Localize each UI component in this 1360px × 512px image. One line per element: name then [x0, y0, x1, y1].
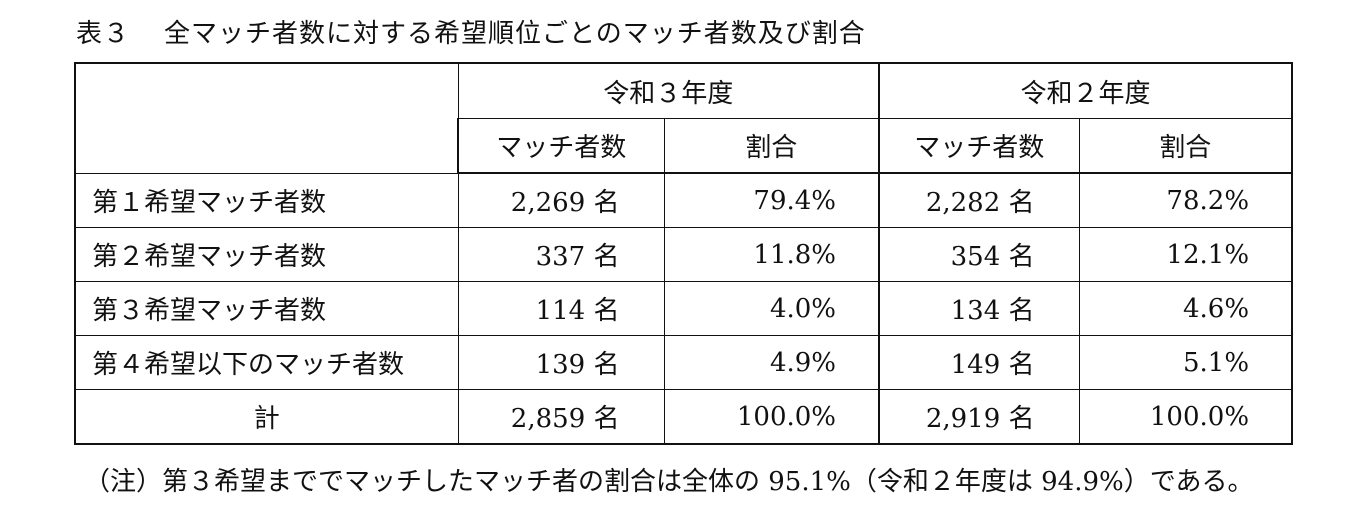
- total-row: 計 2,859 名 100.0% 2,919 名 100.0%: [74, 389, 1294, 445]
- r3-count-cell: 139 名: [457, 335, 665, 390]
- r2-total-count: 2,919 名: [878, 389, 1080, 445]
- header-r3-ratio: 割合: [663, 118, 880, 174]
- r3-count-cell: 114 名: [457, 281, 665, 336]
- table-caption: 表３ 全マッチ者数に対する希望順位ごとのマッチ者数及び割合: [76, 14, 866, 54]
- table-row: 第３希望マッチ者数 114 名 4.0% 134 名 4.6%: [74, 281, 1294, 336]
- r3-ratio-cell: 4.9%: [663, 335, 880, 390]
- header-year-r2: 令和２年度: [878, 62, 1294, 119]
- header-corner-cell: [74, 62, 459, 174]
- r2-count-cell: 2,282 名: [878, 172, 1080, 228]
- row-label: 第４希望以下のマッチ者数: [74, 335, 459, 390]
- header-row-metrics: マッチ者数 割合 マッチ者数 割合: [75, 118, 1294, 174]
- row-label: 第２希望マッチ者数: [74, 227, 459, 282]
- header-r2-count: マッチ者数: [878, 118, 1080, 174]
- r3-total-ratio: 100.0%: [663, 389, 880, 445]
- table-title: 全マッチ者数に対する希望順位ごとのマッチ者数及び割合: [164, 19, 866, 49]
- r3-ratio-cell: 79.4%: [663, 172, 880, 228]
- table-row: 第１希望マッチ者数 2,269 名 79.4% 2,282 名 78.2%: [74, 172, 1294, 228]
- footnote: （注）第３希望まででマッチしたマッチ者の割合は全体の 95.1%（令和２年度は …: [84, 467, 1254, 497]
- header-r3-count: マッチ者数: [457, 118, 665, 174]
- r2-count-cell: 134 名: [878, 281, 1080, 336]
- r3-ratio-cell: 4.0%: [663, 281, 880, 336]
- header-row-years: 令和３年度 令和２年度: [74, 62, 1294, 174]
- r2-count-cell: 149 名: [878, 335, 1080, 390]
- row-label: 第１希望マッチ者数: [74, 172, 459, 228]
- r3-ratio-cell: 11.8%: [663, 227, 880, 282]
- r3-count-cell: 2,269 名: [457, 172, 665, 228]
- r2-total-ratio: 100.0%: [1078, 389, 1294, 445]
- row-label: 第３希望マッチ者数: [74, 281, 459, 336]
- r3-total-count: 2,859 名: [457, 389, 665, 445]
- header-r2-ratio: 割合: [1078, 118, 1294, 174]
- table-row: 第４希望以下のマッチ者数 139 名 4.9% 149 名 5.1%: [74, 335, 1294, 390]
- table-row: 第２希望マッチ者数 337 名 11.8% 354 名 12.1%: [74, 227, 1294, 282]
- r2-ratio-cell: 4.6%: [1078, 281, 1294, 336]
- match-statistics-table: 令和３年度 令和２年度 マッチ者数 割合 マッチ者数 割合 第１希望マッチ者数 …: [74, 62, 1294, 445]
- header-year-r3: 令和３年度: [457, 62, 880, 119]
- r2-ratio-cell: 12.1%: [1078, 227, 1294, 282]
- r2-count-cell: 354 名: [878, 227, 1080, 282]
- r2-ratio-cell: 78.2%: [1078, 172, 1294, 228]
- r3-count-cell: 337 名: [457, 227, 665, 282]
- r2-ratio-cell: 5.1%: [1078, 335, 1294, 390]
- total-label: 計: [74, 389, 459, 445]
- table-number: 表３: [76, 19, 131, 49]
